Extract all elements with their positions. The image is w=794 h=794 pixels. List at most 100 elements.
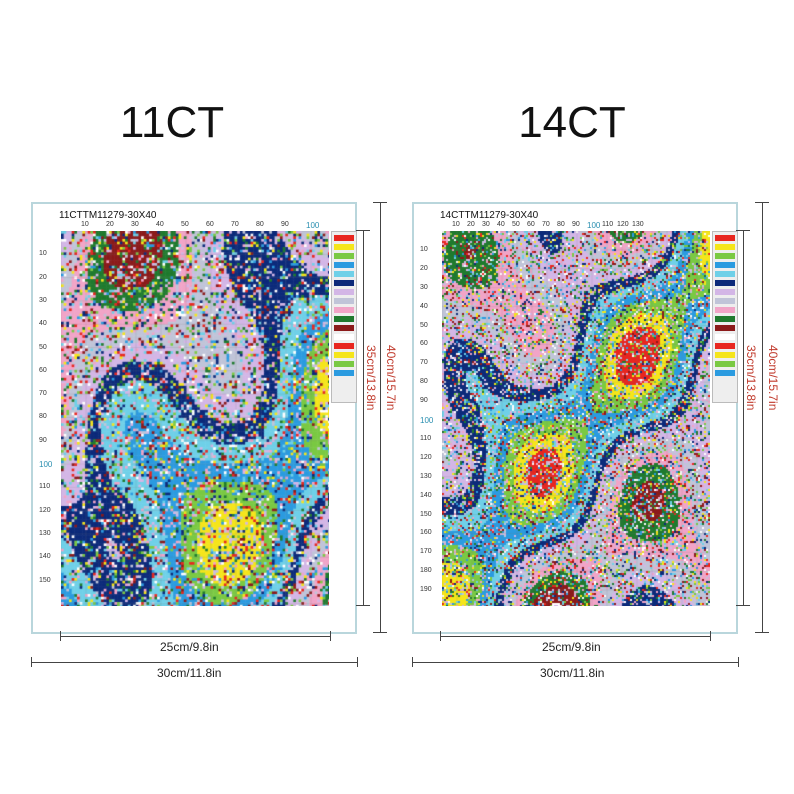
pattern-code: 11CTTM11279-30X40: [59, 210, 157, 221]
dim-cap: [736, 230, 750, 231]
dim-cap: [710, 631, 711, 641]
outer-width-line: [412, 662, 738, 663]
legend-swatch: [715, 244, 735, 250]
legend-swatch: [334, 325, 354, 331]
legend-swatch: [715, 289, 735, 295]
title-14ct: 14CT: [518, 98, 626, 147]
left-tick: 40: [420, 302, 428, 310]
color-legend: [712, 231, 738, 403]
top-tick: 80: [256, 221, 264, 228]
left-tick: 190: [420, 586, 432, 594]
outer-height-line: [762, 202, 763, 632]
outer-height-line: [380, 202, 381, 632]
left-tick: 10: [420, 245, 428, 253]
legend-swatch: [334, 280, 354, 286]
top-tick: 20: [106, 221, 114, 228]
left-tick: 120: [39, 506, 51, 514]
title-11ct: 11CT: [119, 98, 225, 147]
pattern-panel-11ct: 11CTTM11279-30X40 10 20 30 40 50 60 70 80 90 100 1…: [31, 202, 357, 634]
inner-height-label: 35cm/13.8in: [364, 345, 378, 411]
top-tick: 10: [81, 221, 89, 228]
legend-swatch: [715, 271, 735, 277]
legend-swatch: [715, 235, 735, 241]
legend-swatch: [715, 325, 735, 331]
left-tick: 50: [39, 343, 47, 351]
legend-swatch: [334, 343, 354, 349]
legend-swatch: [715, 334, 735, 340]
dim-cap: [356, 605, 370, 606]
dim-cap: [412, 657, 413, 667]
outer-width-label: 30cm/11.8in: [157, 666, 222, 680]
legend-swatch: [715, 307, 735, 313]
dim-cap: [330, 631, 331, 641]
left-tick: 60: [420, 340, 428, 348]
legend-swatch: [334, 298, 354, 304]
legend-swatch: [334, 271, 354, 277]
left-tick: 80: [420, 378, 428, 386]
dim-cap: [440, 631, 441, 641]
legend-swatch: [334, 253, 354, 259]
legend-swatch: [334, 262, 354, 268]
top-tick: 110: [602, 221, 614, 228]
legend-swatch: [334, 361, 354, 367]
left-tick: 180: [420, 567, 432, 575]
top-tick: 70: [542, 221, 550, 228]
top-tick: 20: [467, 221, 475, 228]
top-tick: 100: [306, 221, 320, 230]
top-tick: 10: [452, 221, 460, 228]
left-tick: 50: [420, 321, 428, 329]
left-tick: 150: [420, 510, 432, 518]
legend-swatch: [334, 316, 354, 322]
inner-width-label: 25cm/9.8in: [160, 640, 219, 654]
dim-cap: [356, 230, 370, 231]
left-tick: 10: [39, 250, 47, 258]
dim-cap: [738, 657, 739, 667]
color-legend: [331, 231, 357, 403]
left-tick: 100: [39, 460, 53, 469]
top-tick: 50: [512, 221, 520, 228]
inner-height-label: 35cm/13.8in: [744, 345, 758, 411]
left-tick: 90: [420, 397, 428, 405]
top-tick: 40: [156, 221, 164, 228]
left-tick: 20: [39, 273, 47, 281]
left-tick: 70: [420, 359, 428, 367]
pattern-panel-14ct: 14CTTM11279-30X40 10 20 30 40 50 60 70 80 90 100 1…: [412, 202, 738, 634]
top-tick: 100: [587, 221, 601, 230]
left-tick: 130: [420, 472, 432, 480]
outer-height-label: 40cm/15.7in: [384, 345, 398, 411]
left-tick: 140: [420, 491, 432, 499]
dim-cap: [755, 632, 769, 633]
top-tick: 90: [572, 221, 580, 228]
legend-swatch: [334, 289, 354, 295]
legend-swatch: [334, 334, 354, 340]
legend-swatch: [715, 253, 735, 259]
left-tick: 170: [420, 548, 432, 556]
legend-swatch: [715, 343, 735, 349]
legend-swatch: [334, 352, 354, 358]
legend-swatch: [334, 370, 354, 376]
pattern-mosaic: [61, 231, 329, 606]
dim-cap: [736, 605, 750, 606]
left-tick: 110: [39, 483, 51, 491]
top-tick: 80: [557, 221, 565, 228]
top-tick: 60: [527, 221, 535, 228]
inner-height-line: [363, 230, 364, 605]
dim-cap: [357, 657, 358, 667]
left-tick: 130: [39, 529, 51, 537]
legend-swatch: [715, 262, 735, 268]
left-tick: 30: [39, 296, 47, 304]
left-tick: 40: [39, 320, 47, 328]
inner-width-line: [60, 636, 330, 637]
left-tick: 110: [420, 434, 432, 442]
dim-cap: [31, 657, 32, 667]
dim-cap: [373, 632, 387, 633]
inner-width-label: 25cm/9.8in: [542, 640, 601, 654]
outer-width-line: [31, 662, 357, 663]
legend-swatch: [334, 244, 354, 250]
left-tick: 80: [39, 413, 47, 421]
top-tick: 70: [231, 221, 239, 228]
top-tick: 50: [181, 221, 189, 228]
left-tick: 120: [420, 453, 432, 461]
pattern-code: 14CTTM11279-30X40: [440, 210, 539, 221]
top-tick: 90: [281, 221, 289, 228]
